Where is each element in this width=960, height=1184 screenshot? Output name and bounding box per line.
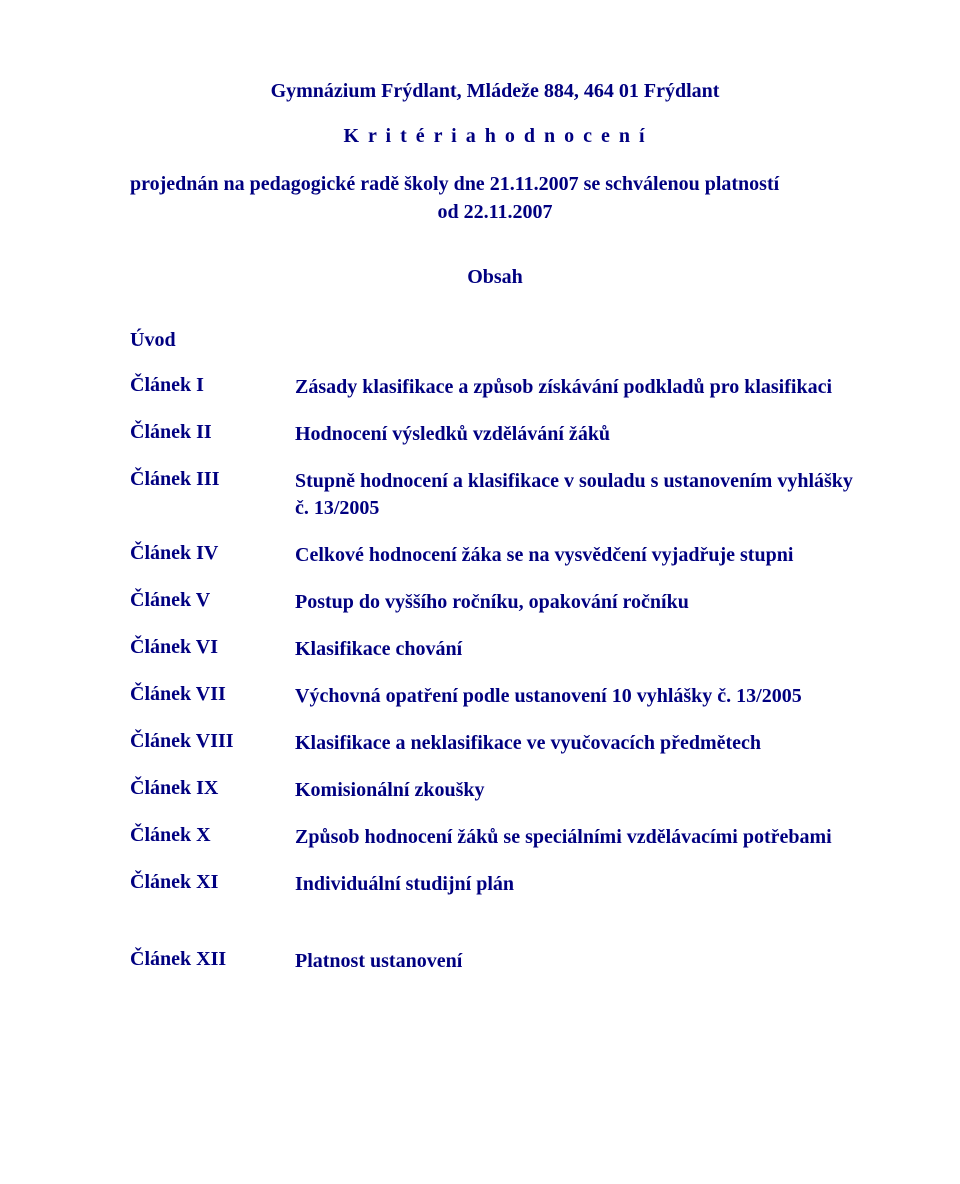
toc-item: Článek VII Výchovná opatření podle ustan… bbox=[130, 683, 860, 710]
toc-item: Článek V Postup do vyššího ročníku, opak… bbox=[130, 589, 860, 616]
toc-item-label: Článek XI bbox=[130, 871, 295, 894]
toc-uvod-label: Úvod bbox=[130, 329, 295, 352]
toc-item-label: Článek III bbox=[130, 468, 295, 491]
toc-item: Článek VI Klasifikace chování bbox=[130, 636, 860, 663]
toc-item-desc: Komisionální zkoušky bbox=[295, 777, 485, 804]
toc-item: Článek I Zásady klasifikace a způsob zís… bbox=[130, 374, 860, 401]
toc-item: Článek XII Platnost ustanovení bbox=[130, 948, 860, 975]
toc-item: Článek IV Celkové hodnocení žáka se na v… bbox=[130, 542, 860, 569]
toc-item-desc: Platnost ustanovení bbox=[295, 948, 462, 975]
toc-item-label: Článek IV bbox=[130, 542, 295, 565]
toc-item-desc: Zásady klasifikace a způsob získávání po… bbox=[295, 374, 832, 401]
toc-item-label: Článek X bbox=[130, 824, 295, 847]
obsah-heading: Obsah bbox=[130, 266, 860, 289]
toc-item-label: Článek VI bbox=[130, 636, 295, 659]
approval-text-1: projednán na pedagogické radě školy dne … bbox=[130, 173, 779, 195]
toc-item-label: Článek VII bbox=[130, 683, 295, 706]
toc-item-desc: Klasifikace chování bbox=[295, 636, 462, 663]
toc-item: Článek X Způsob hodnocení žáků se speciá… bbox=[130, 824, 860, 851]
toc-item-desc: Individuální studijní plán bbox=[295, 871, 514, 898]
toc-item-desc: Způsob hodnocení žáků se speciálními vzd… bbox=[295, 824, 832, 851]
toc-uvod: Úvod bbox=[130, 329, 860, 352]
toc-item-desc: Klasifikace a neklasifikace ve vyučovací… bbox=[295, 730, 761, 757]
toc-item-desc: Postup do vyššího ročníku, opakování roč… bbox=[295, 589, 689, 616]
toc-item: Článek II Hodnocení výsledků vzdělávání … bbox=[130, 421, 860, 448]
approval-line: projednán na pedagogické radě školy dne … bbox=[130, 170, 860, 226]
doc-title: K r i t é r i a h o d n o c e n í bbox=[130, 125, 860, 148]
toc-item-label: Článek VIII bbox=[130, 730, 295, 753]
toc-item: Článek VIII Klasifikace a neklasifikace … bbox=[130, 730, 860, 757]
toc-item: Článek III Stupně hodnocení a klasifikac… bbox=[130, 468, 860, 522]
table-of-contents: Úvod Článek I Zásady klasifikace a způso… bbox=[130, 329, 860, 975]
toc-item-label: Článek XII bbox=[130, 948, 295, 971]
org-name: Gymnázium Frýdlant, Mládeže 884, 464 01 … bbox=[130, 80, 860, 103]
toc-item-label: Článek V bbox=[130, 589, 295, 612]
toc-item-desc: Stupně hodnocení a klasifikace v souladu… bbox=[295, 468, 860, 522]
toc-item: Článek XI Individuální studijní plán bbox=[130, 871, 860, 898]
toc-item-desc: Výchovná opatření podle ustanovení 10 vy… bbox=[295, 683, 802, 710]
toc-item-label: Článek I bbox=[130, 374, 295, 397]
toc-item-label: Článek II bbox=[130, 421, 295, 444]
toc-item-desc: Hodnocení výsledků vzdělávání žáků bbox=[295, 421, 610, 448]
approval-text-2: od 22.11.2007 bbox=[130, 198, 860, 226]
toc-item-label: Článek IX bbox=[130, 777, 295, 800]
toc-item-desc: Celkové hodnocení žáka se na vysvědčení … bbox=[295, 542, 793, 569]
toc-item: Článek IX Komisionální zkoušky bbox=[130, 777, 860, 804]
